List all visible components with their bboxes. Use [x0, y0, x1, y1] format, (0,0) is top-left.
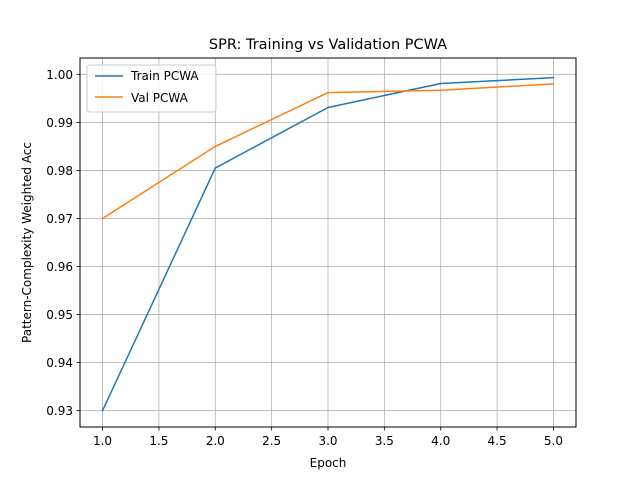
x-tick-label: 4.5: [488, 434, 507, 448]
x-tick-label: 5.0: [544, 434, 563, 448]
x-tick-label: 2.5: [262, 434, 281, 448]
legend-label-train: Train PCWA: [130, 69, 199, 83]
x-tick-label: 3.0: [318, 434, 337, 448]
x-tick-label: 1.5: [149, 434, 168, 448]
x-axis-label: Epoch: [310, 456, 347, 470]
y-tick-label: 0.93: [46, 404, 73, 418]
y-tick-label: 1.00: [46, 68, 73, 82]
y-tick-label: 0.94: [46, 356, 73, 370]
legend-label-val: Val PCWA: [131, 91, 189, 105]
axis-ticks: 1.0 1.5 2.0 2.5 3.0 3.5 4.0 4.5 5.0 0.93 0.94 0.95 0…: [46, 68, 563, 448]
y-tick-label: 0.95: [46, 308, 73, 322]
series-lines: [101, 76, 555, 412]
legend: Train PCWA Val PCWA: [86, 64, 217, 113]
y-tick-label: 0.98: [46, 164, 73, 178]
chart-title: SPR: Training vs Validation PCWA: [209, 37, 447, 53]
x-tick-label: 1.0: [93, 434, 112, 448]
series-line-val: [101, 83, 555, 220]
x-tick-label: 4.0: [431, 434, 450, 448]
x-tick-label: 2.0: [206, 434, 225, 448]
y-tick-label: 0.96: [46, 260, 73, 274]
x-tick-label: 3.5: [375, 434, 394, 448]
y-tick-label: 0.99: [46, 116, 73, 130]
y-axis-label: Pattern-Complexity Weighted Acc: [20, 142, 34, 343]
grid-lines: [80, 58, 576, 427]
series-line-train: [101, 76, 555, 412]
y-tick-label: 0.97: [46, 212, 73, 226]
